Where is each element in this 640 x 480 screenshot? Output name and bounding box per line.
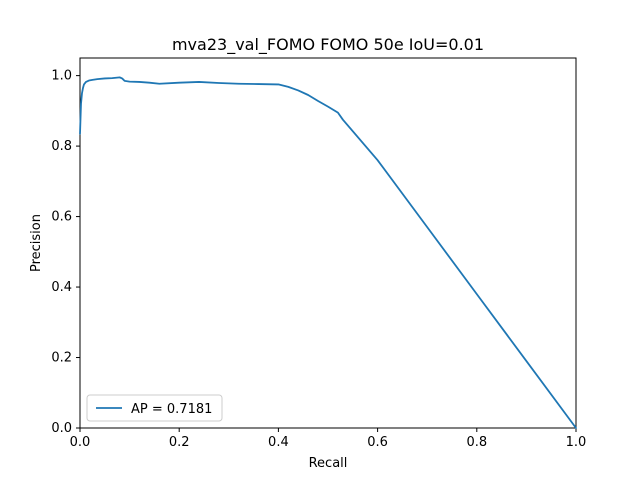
y-tick-label: 0.6 <box>51 210 72 225</box>
precision-recall-curve <box>79 76 577 429</box>
x-tick-label: 0.6 <box>367 435 388 450</box>
plot-frame <box>79 57 577 429</box>
series-layer <box>79 76 577 429</box>
y-tick-label: 0.8 <box>51 139 72 154</box>
y-axis-label: Precision <box>29 214 44 272</box>
y-tick-label: 0.4 <box>51 280 72 295</box>
x-axis-ticks: 0.0 0.2 0.4 0.6 0.8 1.0 <box>70 428 587 450</box>
x-tick-label: 0.0 <box>70 435 91 450</box>
y-axis-ticks: 0.0 0.2 0.4 0.6 0.8 1.0 <box>51 69 80 436</box>
y-tick-label: 0.2 <box>51 351 72 366</box>
legend-box <box>86 394 223 422</box>
y-tick-label: 0.0 <box>51 421 72 436</box>
y-tick-label: 1.0 <box>51 69 72 84</box>
x-tick-label: 0.8 <box>466 435 487 450</box>
legend: AP = 0.7181 <box>86 394 223 422</box>
x-tick-label: 0.4 <box>268 435 289 450</box>
x-tick-label: 1.0 <box>566 435 587 450</box>
x-tick-label: 0.2 <box>169 435 190 450</box>
chart-title: mva23_val_FOMO FOMO 50e IoU=0.01 <box>172 35 484 55</box>
legend-label: AP = 0.7181 <box>131 402 212 417</box>
x-axis-label: Recall <box>309 456 348 471</box>
